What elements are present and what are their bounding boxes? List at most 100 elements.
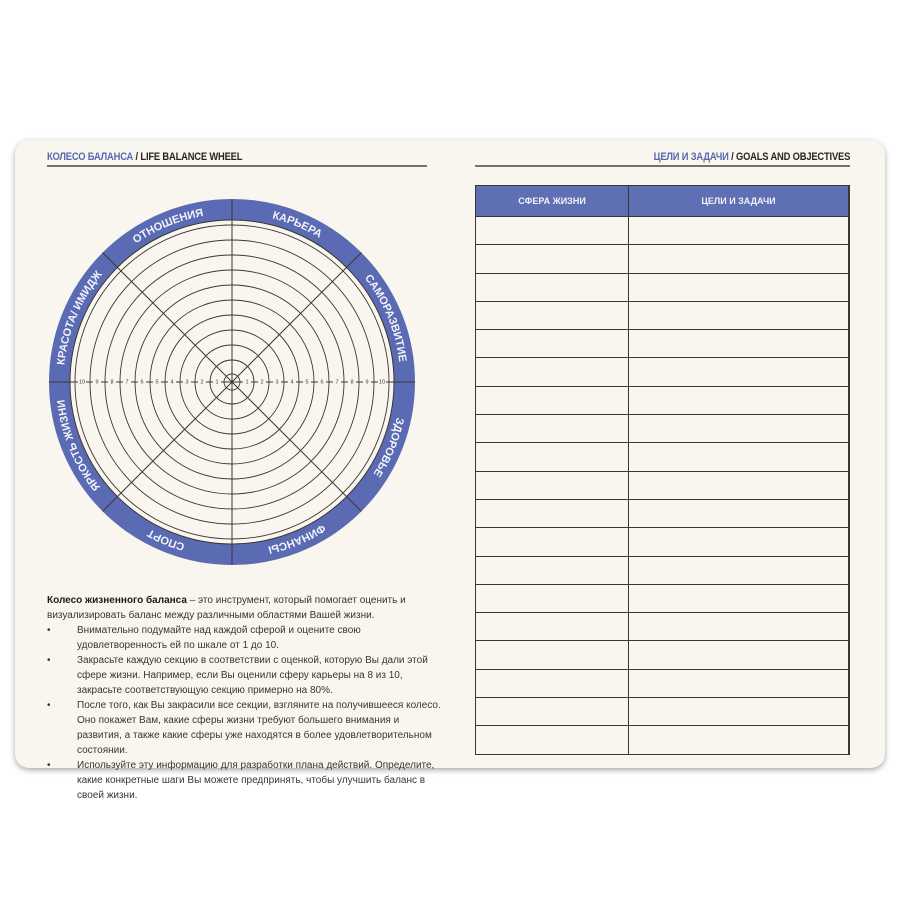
sector-divider	[102, 381, 233, 512]
sphere-cell[interactable]	[475, 498, 629, 529]
right-page-header: ЦЕЛИ И ЗАДАЧИ / GOALS AND OBJECTIVES	[653, 151, 851, 163]
table-row	[475, 272, 850, 302]
scale-label-bg	[318, 377, 326, 384]
header-sep: /	[728, 151, 736, 163]
instruction-list: Внимательно подумайте над каждой сферой …	[47, 623, 442, 803]
scale-label-bg	[273, 377, 281, 384]
sphere-cell[interactable]	[475, 668, 629, 699]
list-item: После того, как Вы закрасили все секции,…	[47, 698, 442, 758]
table-row	[475, 527, 850, 557]
sphere-cell[interactable]	[475, 385, 629, 416]
sphere-cell[interactable]	[475, 612, 629, 642]
table-row	[475, 470, 850, 500]
sphere-cell[interactable]	[475, 300, 629, 331]
header-sep: /	[133, 151, 141, 163]
sphere-cell[interactable]	[475, 555, 629, 585]
scale-label-bg	[93, 377, 101, 384]
table-row	[475, 244, 850, 274]
goals-cell[interactable]	[628, 244, 850, 274]
table-row	[475, 555, 850, 585]
sphere-cell[interactable]	[475, 442, 629, 472]
life-balance-wheel: 1 12 23 34 45 56 67 78 89 910 10КАРЬЕРАСАМОРАЗВИТИ…	[49, 199, 415, 565]
goals-cell[interactable]	[628, 329, 850, 359]
goals-cell[interactable]	[628, 300, 850, 331]
goals-cell[interactable]	[628, 725, 850, 755]
goals-cell[interactable]	[628, 215, 850, 246]
sector-divider	[231, 252, 362, 383]
scale-label: 6	[140, 380, 143, 386]
wheel-description: Колесо жизненного баланса – это инструме…	[47, 593, 442, 803]
intro-bold: Колесо жизненного баланса	[47, 595, 187, 606]
scale-label: 10	[379, 380, 385, 386]
sphere-cell[interactable]	[475, 272, 629, 302]
scale-label: 8	[350, 380, 353, 386]
sphere-cell[interactable]	[475, 414, 629, 444]
goals-cell[interactable]	[628, 612, 850, 642]
sphere-cell[interactable]	[475, 329, 629, 359]
goals-cell[interactable]	[628, 527, 850, 557]
goals-cell[interactable]	[628, 668, 850, 699]
goals-cell[interactable]	[628, 272, 850, 302]
list-item: Используйте эту информацию для разработк…	[47, 758, 442, 803]
scale-label: 1	[215, 380, 218, 386]
sphere-cell[interactable]	[475, 725, 629, 755]
scale-label-bg	[333, 377, 341, 384]
scale-label-bg	[123, 377, 131, 384]
scale-label-bg	[243, 377, 251, 384]
header-en: GOALS AND OBJECTIVES	[735, 151, 850, 163]
sphere-cell[interactable]	[475, 357, 629, 387]
scale-label-bg	[363, 377, 371, 384]
sphere-cell[interactable]	[475, 470, 629, 500]
scale-label-bg	[153, 377, 161, 384]
scale-label: 9	[95, 380, 98, 386]
goals-cell[interactable]	[628, 414, 850, 444]
list-item: Закрасьте каждую секцию в соответствии с…	[47, 653, 442, 698]
header-ru: КОЛЕСО БАЛАНСА	[47, 151, 134, 163]
scale-label-bg	[378, 377, 386, 384]
sphere-cell[interactable]	[475, 215, 629, 246]
column-header-goals: ЦЕЛИ И ЗАДАЧИ	[628, 185, 850, 217]
goals-cell[interactable]	[628, 697, 850, 727]
sphere-cell[interactable]	[475, 697, 629, 727]
sphere-cell[interactable]	[475, 527, 629, 557]
header-ru: ЦЕЛИ И ЗАДАЧИ	[653, 151, 729, 163]
table-row	[475, 215, 850, 246]
sphere-cell[interactable]	[475, 640, 629, 670]
goals-cell[interactable]	[628, 357, 850, 387]
table-row	[475, 414, 850, 444]
goals-cell[interactable]	[628, 385, 850, 416]
table-row	[475, 640, 850, 670]
scale-label: 5	[155, 380, 158, 386]
scale-label: 7	[125, 380, 128, 386]
goals-cell[interactable]	[628, 498, 850, 529]
table-row	[475, 583, 850, 614]
sphere-cell[interactable]	[475, 583, 629, 614]
goals-cell[interactable]	[628, 470, 850, 500]
sector-divider	[231, 381, 362, 512]
intro-paragraph: Колесо жизненного баланса – это инструме…	[47, 593, 442, 623]
scale-label: 5	[305, 380, 308, 386]
goals-cell[interactable]	[628, 555, 850, 585]
left-header-rule	[47, 165, 427, 167]
scale-label: 10	[79, 380, 85, 386]
goals-cell[interactable]	[628, 640, 850, 670]
intro-text: – это инструмент, который помогает оцени…	[47, 595, 406, 621]
scale-label: 8	[110, 380, 113, 386]
scale-label-bg	[108, 377, 116, 384]
scale-label-bg	[183, 377, 191, 384]
scale-label: 9	[365, 380, 368, 386]
scale-label: 3	[185, 380, 188, 386]
sphere-cell[interactable]	[475, 244, 629, 274]
goals-cell[interactable]	[628, 442, 850, 472]
table-row	[475, 385, 850, 416]
scale-label-bg	[288, 377, 296, 384]
table-row	[475, 498, 850, 529]
scale-label-bg	[138, 377, 146, 384]
goals-table: СФЕРА ЖИЗНИ ЦЕЛИ И ЗАДАЧИ	[475, 185, 850, 755]
scale-label: 2	[260, 380, 263, 386]
list-item: Внимательно подумайте над каждой сферой …	[47, 623, 442, 653]
table-row	[475, 357, 850, 387]
scale-label: 4	[170, 380, 173, 386]
table-row	[475, 329, 850, 359]
goals-cell[interactable]	[628, 583, 850, 614]
